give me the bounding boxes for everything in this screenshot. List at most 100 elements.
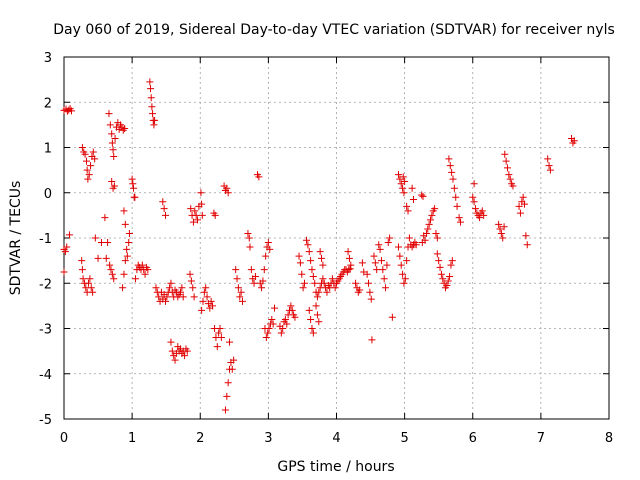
data-point <box>296 259 304 267</box>
data-point <box>190 293 198 301</box>
data-point <box>544 155 552 163</box>
data-point <box>331 284 339 292</box>
data-point <box>91 155 99 163</box>
data-point <box>311 279 319 287</box>
data-point <box>382 284 390 292</box>
data-point <box>166 284 174 292</box>
data-point <box>502 157 510 165</box>
grid-lines <box>64 57 609 419</box>
data-point <box>305 306 313 314</box>
y-tick-labels: 3 2 1 0 -1 -2 -3 -4 -5 <box>39 51 52 428</box>
data-point <box>277 329 285 337</box>
data-point <box>499 234 507 242</box>
data-point <box>376 245 384 253</box>
data-point <box>436 263 444 271</box>
data-point <box>224 189 232 197</box>
data-point <box>431 205 439 213</box>
data-point <box>83 166 91 174</box>
data-point <box>444 277 452 285</box>
data-point <box>147 94 155 102</box>
data-point <box>144 266 152 274</box>
data-point <box>85 171 93 179</box>
data-point <box>401 177 409 185</box>
data-point <box>419 192 427 200</box>
x-tick-label: 2 <box>196 431 204 446</box>
data-point <box>352 279 360 287</box>
data-point <box>394 171 402 179</box>
data-point <box>150 121 158 129</box>
data-point <box>455 214 463 222</box>
data-point <box>106 261 114 269</box>
x-axis-label: GPS time / hours <box>277 459 394 475</box>
data-point <box>409 196 417 204</box>
data-point <box>129 180 137 188</box>
data-point <box>147 85 155 93</box>
data-point <box>187 277 195 285</box>
data-point <box>87 162 95 170</box>
data-point <box>283 320 291 328</box>
y-tick-label: 3 <box>44 51 52 66</box>
data-point <box>315 288 323 296</box>
data-point <box>264 239 272 247</box>
data-point <box>397 261 405 269</box>
data-point <box>432 229 440 237</box>
data-point <box>401 275 409 283</box>
data-point <box>183 347 191 355</box>
data-point <box>82 157 90 165</box>
data-point <box>497 229 505 237</box>
data-point <box>506 175 514 183</box>
data-point <box>313 293 321 301</box>
data-point <box>399 173 407 181</box>
data-point <box>268 315 276 323</box>
data-point <box>448 168 456 176</box>
data-point <box>546 166 554 174</box>
data-point <box>456 218 464 226</box>
data-point <box>189 284 197 292</box>
data-point <box>89 148 97 156</box>
data-point <box>162 297 170 305</box>
data-point <box>247 266 255 274</box>
data-point <box>200 288 208 296</box>
data-point <box>313 311 321 319</box>
data-point <box>446 162 454 170</box>
data-point <box>178 284 186 292</box>
data-point <box>323 288 331 296</box>
data-point <box>307 315 315 323</box>
data-point <box>176 288 184 296</box>
data-point <box>198 211 206 219</box>
data-point <box>106 121 114 129</box>
data-point <box>260 266 268 274</box>
data-point <box>186 270 194 278</box>
data-point <box>110 275 118 283</box>
data-point <box>318 254 326 262</box>
data-point <box>120 270 128 278</box>
data-point <box>110 182 118 190</box>
data-point <box>265 325 273 332</box>
data-point <box>216 325 224 332</box>
data-point <box>152 284 160 292</box>
data-point <box>496 225 504 233</box>
data-point <box>383 261 391 269</box>
data-point <box>191 207 199 215</box>
data-point <box>505 171 513 179</box>
data-point <box>91 234 99 242</box>
data-point <box>230 356 238 364</box>
data-point <box>148 103 156 111</box>
data-point <box>251 272 259 280</box>
data-point <box>131 193 139 201</box>
y-tick-label: -2 <box>39 277 52 292</box>
data-point <box>179 293 187 301</box>
data-point <box>226 338 234 346</box>
x-tick-label: 7 <box>537 431 545 446</box>
data-point <box>358 259 366 267</box>
data-point <box>469 193 477 201</box>
data-point <box>125 239 133 247</box>
data-point <box>366 288 374 296</box>
data-point <box>207 297 215 305</box>
data-point <box>367 295 375 303</box>
chart-title: Day 060 of 2019, Sidereal Day-to-day VTE… <box>53 22 615 38</box>
data-point <box>437 270 445 278</box>
data-point <box>478 207 486 215</box>
data-point <box>234 284 242 292</box>
data-point <box>509 182 517 190</box>
